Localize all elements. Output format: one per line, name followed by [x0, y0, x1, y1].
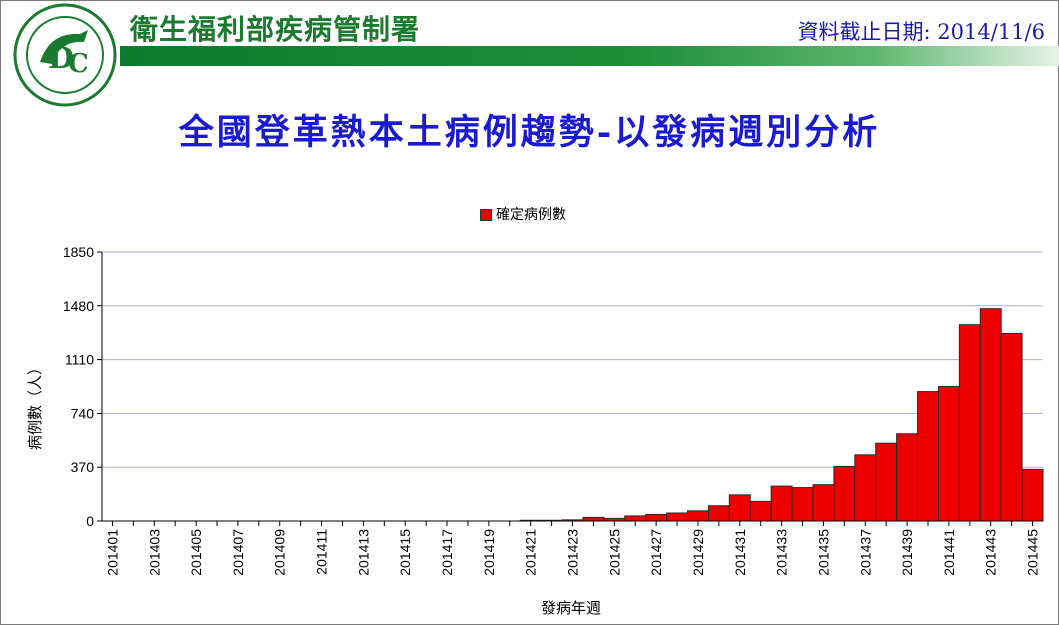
- x-tick-label: 201425: [606, 529, 622, 576]
- bar-201424: [582, 516, 605, 522]
- y-tick-label: 0: [86, 513, 94, 529]
- header-bar: [120, 46, 1059, 66]
- legend-swatch: [480, 209, 492, 221]
- y-tick-label: 370: [71, 459, 95, 475]
- cdc-logo: D C: [13, 3, 117, 107]
- bar-201432: [749, 500, 772, 522]
- bar-201427: [645, 513, 668, 522]
- x-tick-label: 201423: [565, 529, 581, 576]
- bar-201443: [979, 308, 1002, 522]
- x-tick-label: 201431: [732, 529, 748, 576]
- y-tick-label: 1110: [65, 352, 94, 368]
- bar-201440: [917, 391, 939, 522]
- x-tick-label: 201433: [774, 529, 790, 576]
- org-name: 衛生福利部疾病管制署: [130, 13, 421, 46]
- bar-201435: [812, 484, 835, 522]
- x-tick-label: 201405: [188, 529, 204, 576]
- y-axis-title: 病例數（人）: [26, 360, 44, 450]
- bar-201426: [624, 515, 647, 522]
- bar-201428: [666, 512, 689, 522]
- x-tick-label: 201429: [690, 529, 706, 576]
- bar-201433: [770, 485, 793, 522]
- bar-201434: [791, 487, 814, 522]
- x-tick-label: 201421: [523, 529, 539, 576]
- bar-201431: [728, 494, 751, 522]
- x-tick-label: 201441: [941, 529, 957, 576]
- bar-201429: [687, 510, 709, 522]
- x-tick-label: 201435: [815, 529, 831, 576]
- x-tick-label: 201407: [230, 529, 246, 576]
- bar-201438: [875, 442, 898, 522]
- x-tick-label: 201403: [146, 529, 162, 576]
- bar-201444: [1000, 332, 1023, 522]
- x-tick-label: 201419: [481, 529, 497, 576]
- bar-201442: [958, 324, 981, 522]
- x-tick-label: 201415: [397, 529, 413, 576]
- y-tick-label: 740: [71, 405, 95, 421]
- bar-201439: [896, 433, 919, 522]
- x-tick-label: 201443: [983, 529, 999, 576]
- chart-legend: 確定病例數: [480, 204, 566, 224]
- bar-201437: [854, 454, 877, 522]
- x-tick-label: 201413: [355, 529, 371, 576]
- legend-label: 確定病例數: [496, 207, 566, 223]
- x-tick-label: 201445: [1025, 529, 1041, 576]
- bar-201441: [937, 386, 960, 522]
- bar-201445: [1021, 468, 1044, 522]
- x-tick-label: 201439: [899, 529, 915, 576]
- x-tick-label: 201417: [439, 529, 455, 576]
- svg-text:C: C: [68, 49, 89, 79]
- x-tick-label: 201411: [314, 529, 330, 575]
- x-tick-label: 201409: [272, 529, 288, 576]
- svg-text:D: D: [48, 41, 74, 76]
- chart-title: 全國登革熱本土病例趨勢-以發病週別分析: [178, 112, 881, 153]
- x-tick-label: 201401: [104, 529, 120, 576]
- x-axis-title: 發病年週: [541, 599, 601, 617]
- x-tick-label: 201437: [857, 529, 873, 576]
- y-tick-label: 1480: [63, 298, 94, 314]
- y-tick-label: 1850: [63, 244, 94, 260]
- bar-201436: [833, 465, 856, 522]
- x-tick-label: 201427: [648, 529, 664, 576]
- bar-201430: [707, 505, 730, 522]
- data-cutoff-date: 資料截止日期: 2014/11/6: [797, 20, 1045, 44]
